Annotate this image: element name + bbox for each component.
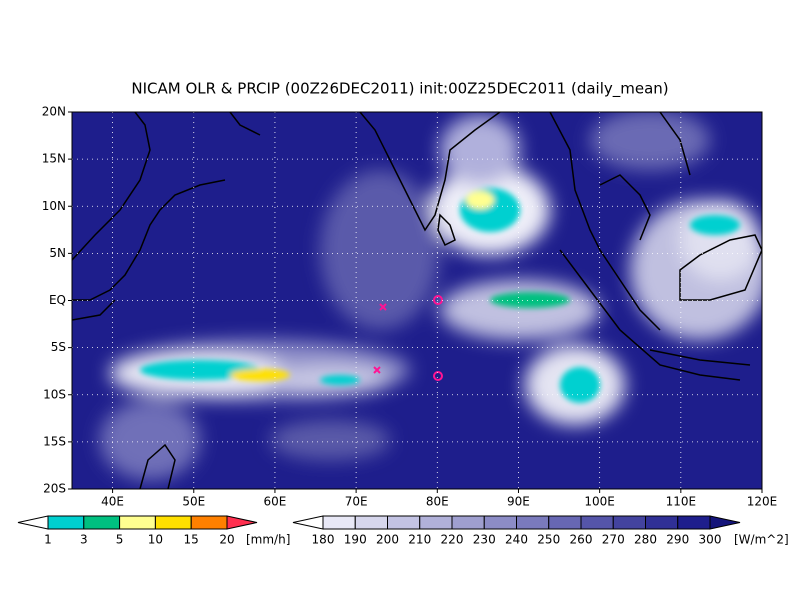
colorbar-box <box>154 515 192 530</box>
colorbar-label: 5 <box>116 533 124 547</box>
colorbar-box <box>645 515 679 530</box>
colorbar-unit: [W/m^2] <box>734 533 789 547</box>
lat-label: 20N <box>42 105 66 119</box>
colorbar-box <box>419 515 453 530</box>
colorbar-label: 260 <box>570 533 593 547</box>
colorbar-box <box>83 515 121 530</box>
lat-label: 10S <box>43 387 66 401</box>
markers <box>373 295 443 381</box>
colorbar-label: 230 <box>473 533 496 547</box>
lon-label: 60E <box>264 495 287 509</box>
colorbar-box <box>322 515 356 530</box>
lon-label: 50E <box>182 495 205 509</box>
colorbar-unit: [mm/h] <box>246 533 290 547</box>
colorbar-box <box>548 515 582 530</box>
colorbar-box <box>354 515 388 530</box>
colorbar-box <box>47 515 85 530</box>
colorbar-label: 190 <box>344 533 367 547</box>
colorbar-label: 1 <box>44 533 52 547</box>
colorbar-label: 220 <box>441 533 464 547</box>
lon-label: 70E <box>345 495 368 509</box>
colorbar-label: 3 <box>80 533 88 547</box>
lon-label: 120E <box>747 495 778 509</box>
colorbar-box <box>677 515 711 530</box>
colorbar-box <box>190 515 228 530</box>
colorbar-box <box>483 515 517 530</box>
lat-label: EQ <box>49 293 66 307</box>
colorbar-label: 280 <box>634 533 657 547</box>
lat-label: 10N <box>42 199 66 213</box>
lat-label: 15S <box>43 434 66 448</box>
colorbar-label: 270 <box>602 533 625 547</box>
lat-label: 5S <box>51 340 66 354</box>
coastlines <box>72 112 762 489</box>
colorbar-label: 240 <box>505 533 528 547</box>
lon-label: 80E <box>426 495 449 509</box>
colorbar-box <box>451 515 485 530</box>
lat-label: 15N <box>42 152 66 166</box>
colorbar-box <box>119 515 156 530</box>
colorbar-label: 15 <box>184 533 199 547</box>
colorbar-box <box>612 515 646 530</box>
lat-label: 5N <box>49 246 66 260</box>
colorbar-box <box>516 515 550 530</box>
lat-label: 20S <box>43 482 66 496</box>
axis-labels: 20N 15N 10N 5N EQ 5S 10S 15S 20S 40E 50E 60E 70E 80E 9… <box>42 105 778 509</box>
colorbar-box <box>387 515 421 530</box>
colorbar-label: 300 <box>699 533 722 547</box>
lon-label: 90E <box>507 495 530 509</box>
colorbar-label: 200 <box>376 533 399 547</box>
map-field <box>72 112 762 489</box>
colorbar-low <box>17 515 49 530</box>
colorbar-label: 290 <box>666 533 689 547</box>
olr-colorbar: 180 190 200 210 220 230 240 250 260 270 280 290 300 [… <box>292 515 789 547</box>
colorbar-label: 210 <box>408 533 431 547</box>
colorbar-high <box>226 515 258 530</box>
lon-label: 40E <box>101 495 124 509</box>
grid <box>72 112 762 489</box>
colorbar-low <box>292 515 324 530</box>
lon-label: 110E <box>666 495 697 509</box>
colorbar-label: 10 <box>148 533 163 547</box>
colorbar-box <box>580 515 614 530</box>
precip-colorbar: 1 3 5 10 15 20 [mm/h] <box>17 515 290 547</box>
colorbar-label: 250 <box>537 533 560 547</box>
title: NICAM OLR & PRCIP (00Z26DEC2011) init:00… <box>131 80 668 99</box>
colorbar-label: 20 <box>219 533 234 547</box>
lon-label: 100E <box>584 495 615 509</box>
colorbar-label: 180 <box>312 533 335 547</box>
colorbar-high <box>709 515 741 530</box>
